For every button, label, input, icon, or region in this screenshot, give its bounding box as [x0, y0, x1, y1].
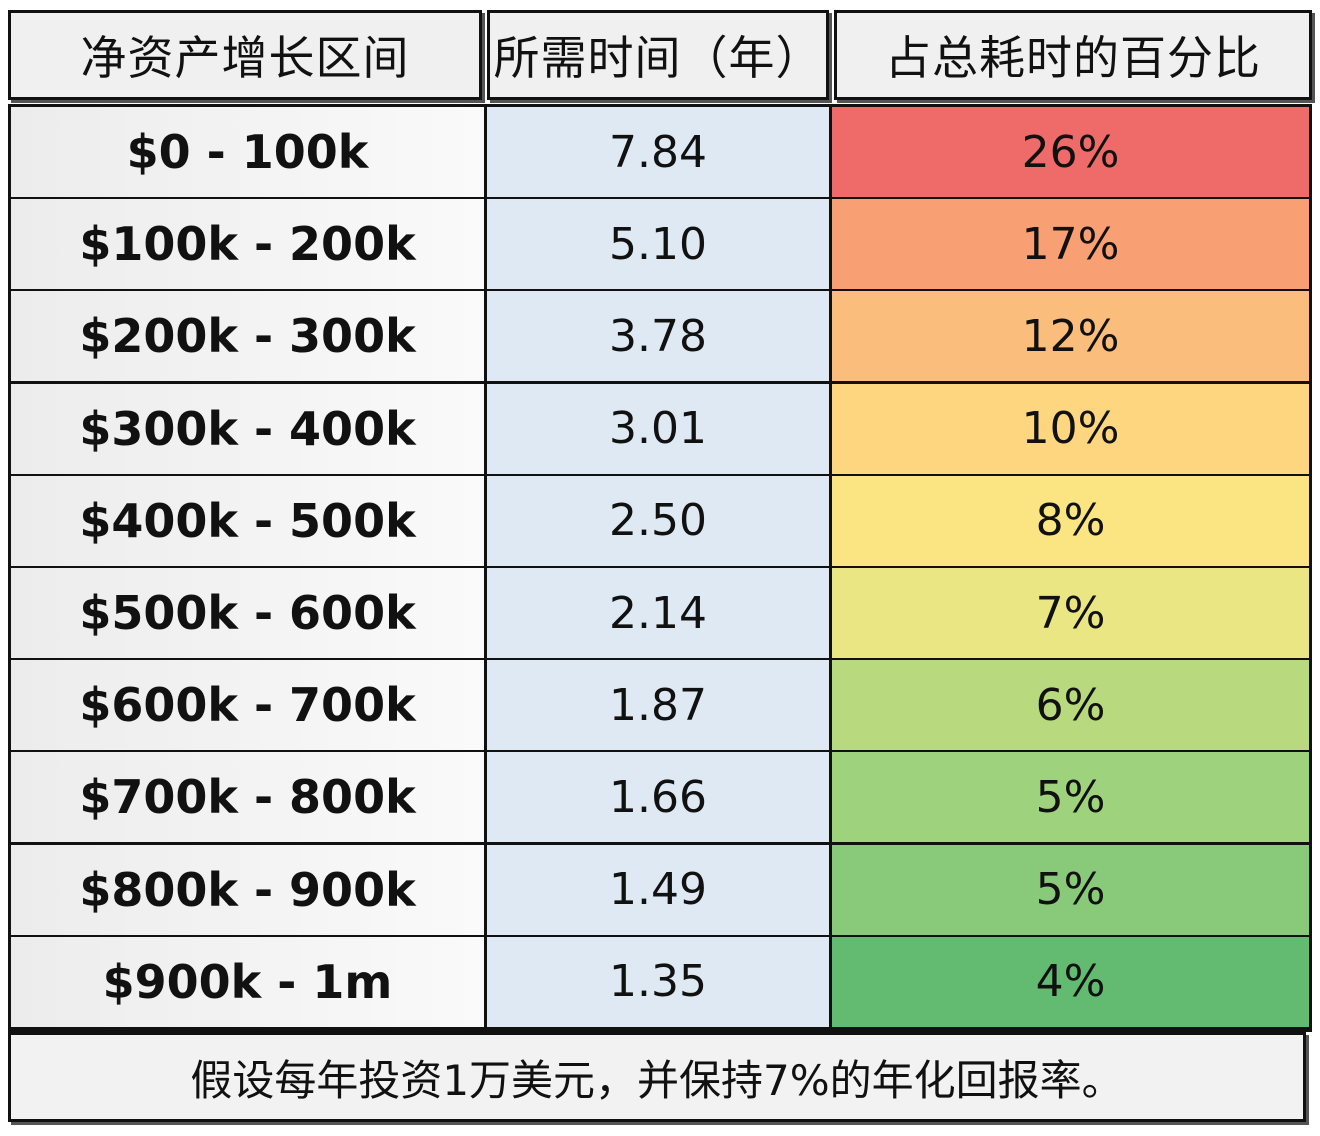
percent-cell: 4% [832, 936, 1309, 1027]
years-cell: 2.50 [487, 475, 829, 566]
years-cell: 5.10 [487, 199, 829, 290]
table-row: $100k - 200k 5.10 17% [11, 199, 1309, 292]
header-percent: 占总耗时的百分比 [834, 10, 1312, 100]
years-cell: 1.49 [487, 844, 829, 935]
table-row: $300k - 400k 3.01 10% [11, 383, 1309, 477]
years-cell: 7.84 [487, 107, 829, 197]
years-cell: 3.78 [487, 291, 829, 382]
years-cell: 1.35 [487, 936, 829, 1027]
years-cell: 3.01 [487, 383, 829, 474]
table-row: $700k - 800k 1.66 5% [11, 752, 1309, 845]
range-cell: $500k - 600k [11, 568, 484, 658]
range-cell: $800k - 900k [11, 844, 484, 935]
percent-cell: 7% [832, 568, 1309, 658]
range-cell: $300k - 400k [11, 383, 484, 474]
range-cell: $0 - 100k [11, 107, 484, 197]
percent-cell: 17% [832, 199, 1309, 290]
table-row: $800k - 900k 1.49 5% [11, 844, 1309, 938]
range-cell: $100k - 200k [11, 199, 484, 290]
table-body: $0 - 100k 7.84 26% $100k - 200k 5.10 17%… [8, 104, 1312, 1032]
table-row: $500k - 600k 2.14 7% [11, 568, 1309, 661]
table-row: $400k - 500k 2.50 8% [11, 475, 1309, 569]
years-cell: 2.14 [487, 568, 829, 658]
footnote: 假设每年投资1万美元，并保持7%的年化回报率。 [8, 1032, 1306, 1122]
years-cell: 1.66 [487, 752, 829, 843]
range-cell: $700k - 800k [11, 752, 484, 843]
percent-cell: 10% [832, 383, 1309, 474]
table-header: 净资产增长区间 所需时间（年） 占总耗时的百分比 [8, 10, 1312, 104]
range-cell: $200k - 300k [11, 291, 484, 382]
years-cell: 1.87 [487, 660, 829, 751]
percent-cell: 6% [832, 660, 1309, 751]
header-years: 所需时间（年） [487, 10, 829, 100]
percent-cell: 5% [832, 752, 1309, 843]
table-row: $0 - 100k 7.84 26% [11, 107, 1309, 200]
table-row: $200k - 300k 3.78 12% [11, 291, 1309, 384]
percent-cell: 5% [832, 844, 1309, 935]
header-range: 净资产增长区间 [8, 10, 482, 100]
range-cell: $600k - 700k [11, 660, 484, 751]
range-cell: $400k - 500k [11, 475, 484, 566]
percent-cell: 12% [832, 291, 1309, 382]
table-row: $600k - 700k 1.87 6% [11, 660, 1309, 753]
range-cell: $900k - 1m [11, 936, 484, 1027]
percent-cell: 8% [832, 475, 1309, 566]
percent-cell: 26% [832, 107, 1309, 197]
table-row: $900k - 1m 1.35 4% [11, 936, 1309, 1030]
